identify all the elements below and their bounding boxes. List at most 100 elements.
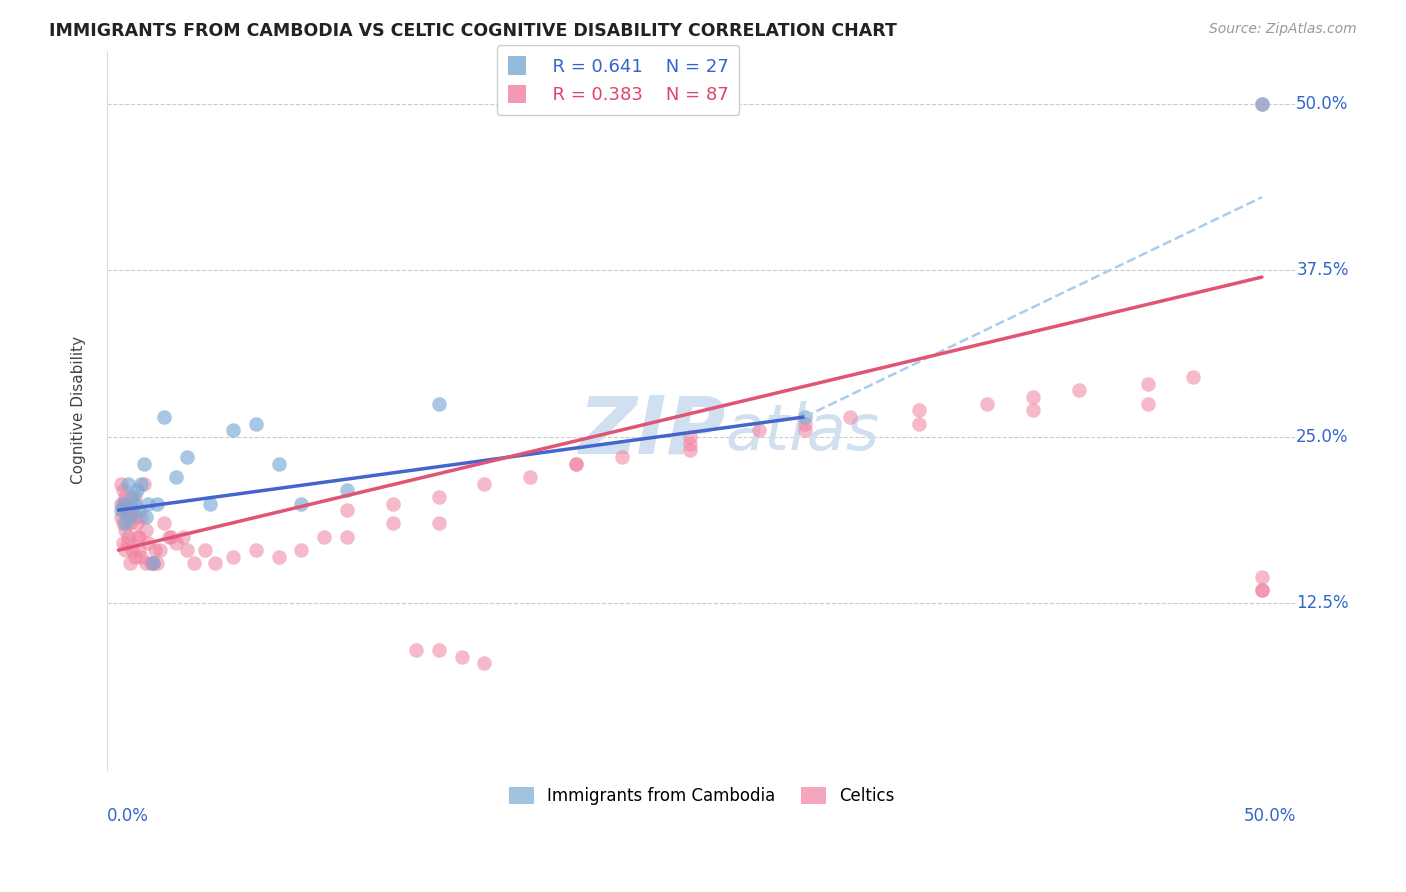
Point: [748, 423, 770, 437]
Text: 50.0%: 50.0%: [1244, 807, 1296, 825]
Point: [146, 557, 169, 571]
Point: [336, 483, 359, 498]
Point: [222, 549, 245, 564]
Point: [125, 530, 148, 544]
Point: [245, 543, 267, 558]
Point: [679, 430, 702, 444]
Point: [153, 516, 176, 531]
Point: [112, 496, 135, 510]
Point: [1251, 570, 1274, 584]
Point: [183, 557, 205, 571]
Point: [118, 503, 141, 517]
Point: [114, 516, 136, 531]
Point: [128, 503, 150, 517]
Point: [679, 443, 702, 458]
Text: 50.0%: 50.0%: [1296, 95, 1348, 113]
Point: [136, 536, 159, 550]
Point: [118, 516, 141, 531]
Point: [112, 536, 135, 550]
Point: [290, 543, 312, 558]
Point: [519, 470, 541, 484]
Point: [314, 530, 336, 544]
Point: [908, 417, 931, 431]
Point: [124, 509, 146, 524]
Point: [114, 543, 136, 558]
Point: [1251, 97, 1274, 112]
Point: [110, 509, 132, 524]
Point: [110, 476, 132, 491]
Point: [114, 496, 136, 510]
Point: [132, 476, 155, 491]
Point: [128, 543, 150, 558]
Point: [153, 409, 176, 424]
Point: [136, 496, 159, 510]
Point: [149, 543, 172, 558]
Point: [176, 543, 198, 558]
Point: [125, 483, 148, 498]
Point: [1251, 583, 1274, 598]
Text: 12.5%: 12.5%: [1296, 594, 1348, 613]
Point: [110, 496, 132, 510]
Point: [160, 530, 183, 544]
Point: [114, 523, 136, 537]
Point: [565, 457, 588, 471]
Point: [1251, 583, 1274, 598]
Text: 37.5%: 37.5%: [1296, 261, 1348, 279]
Point: [427, 396, 450, 410]
Point: [146, 496, 169, 510]
Point: [135, 509, 157, 524]
Point: [198, 496, 221, 510]
Point: [135, 557, 157, 571]
Point: [114, 490, 136, 504]
Point: [204, 557, 226, 571]
Point: [121, 490, 143, 504]
Point: [132, 457, 155, 471]
Point: [245, 417, 267, 431]
Point: [114, 503, 136, 517]
Point: [128, 530, 150, 544]
Point: [336, 530, 359, 544]
Text: 0.0%: 0.0%: [107, 807, 149, 825]
Point: [474, 657, 496, 671]
Point: [679, 436, 702, 450]
Point: [793, 417, 815, 431]
Text: atlas: atlas: [725, 401, 880, 463]
Point: [1067, 384, 1090, 398]
Point: [793, 409, 815, 424]
Point: [427, 643, 450, 657]
Point: [121, 543, 143, 558]
Point: [1022, 390, 1045, 404]
Point: [1136, 396, 1159, 410]
Point: [381, 516, 404, 531]
Point: [1251, 97, 1274, 112]
Point: [267, 457, 290, 471]
Point: [194, 543, 217, 558]
Point: [124, 490, 146, 504]
Point: [135, 523, 157, 537]
Point: [112, 483, 135, 498]
Point: [139, 557, 162, 571]
Point: [112, 516, 135, 531]
Point: [222, 423, 245, 437]
Point: [131, 549, 153, 564]
Point: [143, 543, 166, 558]
Point: [124, 549, 146, 564]
Text: 25.0%: 25.0%: [1296, 428, 1348, 446]
Point: [157, 530, 180, 544]
Point: [1022, 403, 1045, 417]
Point: [427, 490, 450, 504]
Point: [131, 476, 153, 491]
Point: [336, 503, 359, 517]
Point: [121, 503, 143, 517]
Point: [176, 450, 198, 464]
Point: [793, 423, 815, 437]
Point: [381, 496, 404, 510]
Point: [405, 643, 427, 657]
Point: [112, 503, 135, 517]
Point: [117, 476, 139, 491]
Point: [267, 549, 290, 564]
Point: [131, 509, 153, 524]
Point: [565, 457, 588, 471]
Point: [165, 536, 187, 550]
Text: IMMIGRANTS FROM CAMBODIA VS CELTIC COGNITIVE DISABILITY CORRELATION CHART: IMMIGRANTS FROM CAMBODIA VS CELTIC COGNI…: [49, 22, 897, 40]
